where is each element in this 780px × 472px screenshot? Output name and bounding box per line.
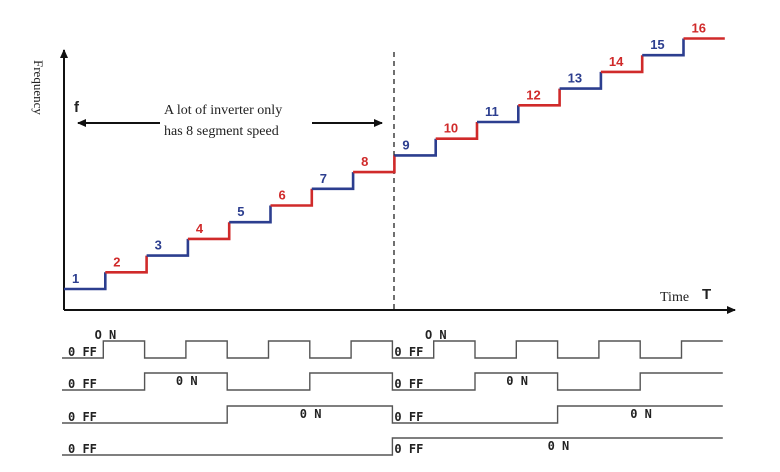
step-segment-7 [311,172,355,191]
signal-2-on-label: 0 N [176,374,198,388]
step-segment-15 [642,38,685,57]
step-segment-11 [477,105,520,124]
signal-4-off-label: 0 FF [394,442,423,456]
annotation-line-2: has 8 segment speed [164,124,279,139]
signal-3-waveform [62,405,723,424]
step-label-1: 1 [72,271,79,286]
step-label-10: 10 [444,121,458,136]
signal-1-off-label: 0 FF [68,345,97,359]
step-segment-3 [146,238,190,257]
step-label-6: 6 [279,188,286,203]
signal-1-on-label: O N [425,328,447,342]
step-label-5: 5 [237,204,244,219]
signal-4-on-label: 0 N [548,439,570,453]
step-segment-5 [229,205,272,224]
signal-3-on-label: 0 N [300,407,322,421]
x-axis-label: Time [660,290,689,305]
step-label-3: 3 [155,238,162,253]
step-label-12: 12 [526,87,540,102]
signal-2-on-label: 0 N [506,374,528,388]
step-segment-14 [600,55,644,74]
step-label-9: 9 [402,137,409,152]
step-label-4: 4 [196,221,204,236]
signal-2-off-label: 0 FF [68,377,97,391]
step-segment-1 [64,272,107,291]
step-segment-4 [187,222,231,241]
step-label-8: 8 [361,154,368,169]
y-axis-label: Frequency [31,60,46,115]
step-label-2: 2 [113,254,120,269]
step-segment-8 [353,155,396,174]
frequency-staircase [64,37,725,291]
annotation-line-1: A lot of inverter only [164,103,282,118]
step-segment-10 [435,122,479,140]
signal-2-waveform [62,372,723,391]
y-symbol: f [74,99,80,116]
signal-3-off-label: 0 FF [68,410,97,424]
step-label-16: 16 [692,21,706,36]
signal-3-on-label: 0 N [630,407,652,421]
signal-1-waveform [62,340,723,359]
signal-2-off-label: 0 FF [394,377,423,391]
step-label-7: 7 [320,171,327,186]
signal-3-off-label: 0 FF [394,410,423,424]
step-label-15: 15 [650,37,664,52]
step-segment-12 [518,88,561,107]
signal-4-waveform [62,437,723,456]
step-label-14: 14 [609,54,624,69]
step-label-13: 13 [568,71,582,86]
step-segment-6 [270,188,314,207]
step-label-11: 11 [485,104,499,119]
signal-4-off-label: 0 FF [68,442,97,456]
signal-1-off-label: 0 FF [394,345,423,359]
step-segment-13 [559,71,603,90]
signal-1-on-label: O N [95,328,117,342]
step-segment-9 [394,138,437,157]
step-segment-2 [105,255,148,274]
x-symbol: T [702,286,711,303]
